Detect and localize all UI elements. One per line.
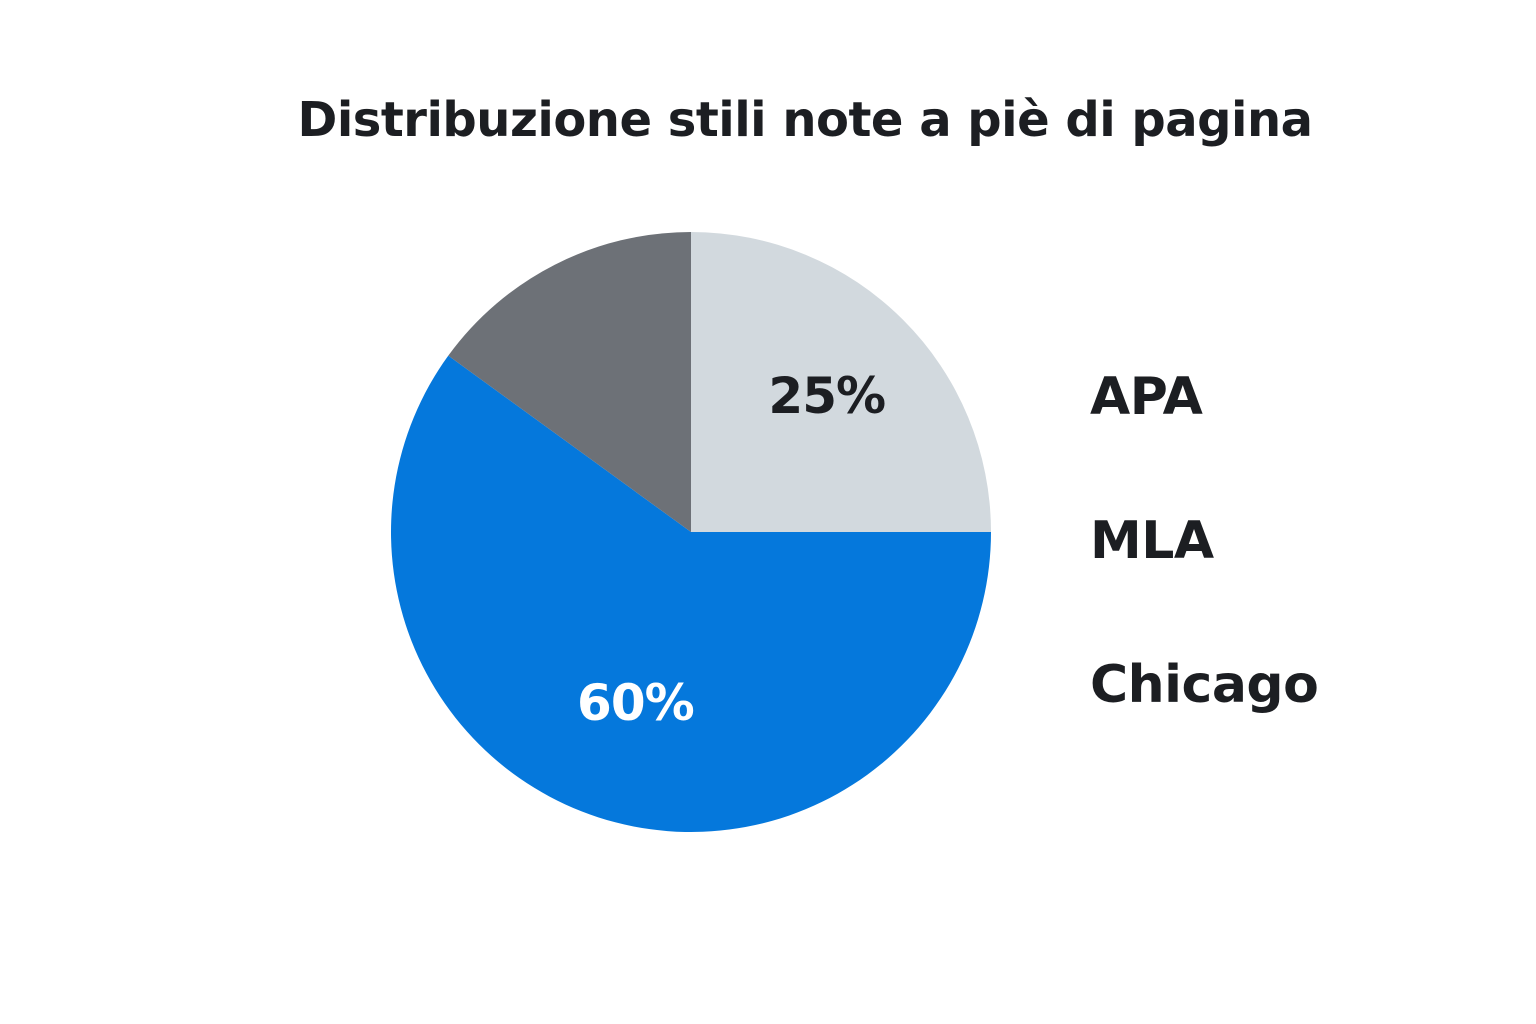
legend-entry-mla: MLA bbox=[1090, 511, 1214, 571]
pie-slice-mla bbox=[448, 232, 691, 532]
pie-slices bbox=[391, 232, 992, 832]
legend-entry-apa: APA bbox=[1090, 367, 1203, 427]
slice-label-apa: 25% bbox=[768, 367, 885, 425]
pie-slice-apa bbox=[691, 232, 991, 532]
legend: APA MLA Chicago bbox=[1090, 360, 1319, 792]
legend-entry-chicago: Chicago bbox=[1090, 655, 1319, 715]
slice-label-chicago: 60% bbox=[577, 674, 694, 732]
pie-slice-labels: 25% 60% bbox=[577, 367, 886, 732]
chart-title: Distribuzione stili note a piè di pagina bbox=[297, 92, 1313, 148]
pie-slice-chicago bbox=[391, 355, 992, 832]
